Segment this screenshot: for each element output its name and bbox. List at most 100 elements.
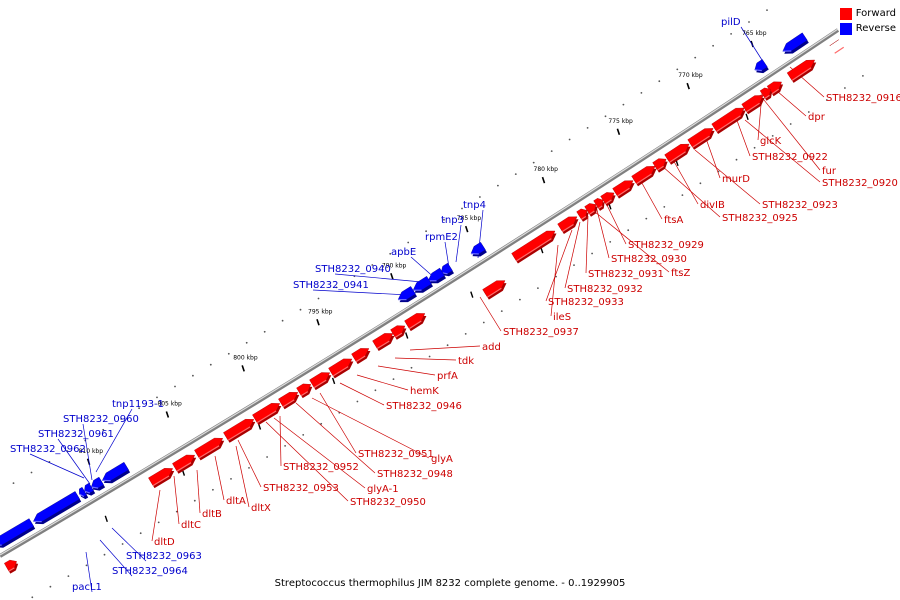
inner-tick <box>331 377 336 385</box>
scale-dot <box>175 510 178 513</box>
label-sth8232-0931: STH8232_0931 <box>588 269 664 280</box>
gene-sth8232-0952 <box>252 403 282 426</box>
scale-dot <box>497 184 499 187</box>
scale-dot <box>120 418 123 420</box>
label-sth8232-0923: STH8232_0923 <box>762 200 838 211</box>
leader-line <box>661 165 721 218</box>
leader-line <box>196 469 201 514</box>
gene-sth8232-0948 <box>278 392 300 410</box>
label-sth8232-0932: STH8232_0932 <box>567 284 643 295</box>
kbp-label: 775 kbp <box>608 118 633 125</box>
scale-dot <box>49 585 52 588</box>
label-sth8232-0916: STH8232_0916 <box>826 93 900 104</box>
label-ftsa: ftsA <box>664 215 683 226</box>
scale-dot <box>591 252 593 255</box>
label-sth8232-0948: STH8232_0948 <box>377 469 453 480</box>
kbp-label: 795 kbp <box>308 308 333 315</box>
gene-sth8232-0946 <box>328 358 354 379</box>
leader-line <box>334 273 423 283</box>
label-dpr: dpr <box>808 112 826 123</box>
gene-pild <box>754 59 769 74</box>
label-rpme2: rpmE2 <box>425 232 458 243</box>
gene-glya-1 <box>223 418 256 443</box>
scale-dot <box>302 434 305 436</box>
scale-dot <box>157 521 160 524</box>
gene-dpr <box>766 81 784 97</box>
scale-dot <box>389 252 392 255</box>
label-ftsz: ftsZ <box>671 268 690 279</box>
scale-dot <box>443 218 445 221</box>
kbp-label: 800 kbp <box>233 354 258 361</box>
kbp-tick <box>241 365 245 372</box>
scale-dot <box>519 298 521 301</box>
scale-dot <box>320 422 323 425</box>
scale-dot <box>428 355 431 358</box>
scale-dot <box>410 366 413 369</box>
leader-line <box>759 94 821 171</box>
label-tnp3: tnp3 <box>441 215 464 226</box>
scale-dot <box>245 341 248 344</box>
leader-line <box>82 423 93 481</box>
leader-line <box>479 296 502 332</box>
scale-dot <box>281 319 284 322</box>
leader-line <box>273 417 366 489</box>
label-sth8232-0953: STH8232_0953 <box>263 483 339 494</box>
leader-line <box>734 114 751 157</box>
gene-sth8232-0925 <box>631 166 657 187</box>
leader-line <box>339 382 385 406</box>
scale-dot <box>121 543 124 545</box>
gene-add <box>404 313 427 332</box>
scale-dot <box>374 389 377 392</box>
gene-sth8232-0950 <box>172 454 197 474</box>
label-add: add <box>482 342 501 353</box>
label-sth8232-0964: STH8232_0964 <box>112 566 188 577</box>
gene-tnp4 <box>470 241 487 257</box>
gene-sth8232-0937 <box>482 280 507 300</box>
label-sth8232-0963: STH8232_0963 <box>126 551 202 562</box>
gene-sth8232-0916 <box>786 59 817 83</box>
label-hemk: hemK <box>410 386 439 397</box>
gene-sth8232-0960 <box>91 476 106 491</box>
scale-dot <box>622 103 625 106</box>
inner-tick <box>405 332 409 339</box>
scale-dot <box>479 196 481 198</box>
label-sth8232-0951: STH8232_0951 <box>358 449 434 460</box>
leader-line <box>279 415 282 467</box>
label-sth8232-0940: STH8232_0940 <box>315 264 391 275</box>
leader-line <box>29 453 85 479</box>
gene-glck <box>759 87 773 101</box>
label-divib: divIB <box>700 200 725 211</box>
gene-divib <box>652 158 668 173</box>
scale-dot <box>825 99 828 101</box>
kbp-tick <box>464 225 469 233</box>
scale-dot <box>263 330 266 333</box>
scale-dot <box>85 564 88 567</box>
gene-sth8232-0932 <box>576 208 589 222</box>
gene-arrows <box>0 32 845 574</box>
scale-dot <box>392 378 395 380</box>
scale-dot <box>103 553 106 556</box>
gene-apbe <box>412 276 433 293</box>
inner-tick <box>104 515 108 523</box>
scale-dot <box>407 241 410 244</box>
label-sth8232-0946: STH8232_0946 <box>386 401 462 412</box>
leader-line <box>564 221 581 289</box>
caption: Streptococcus thermophilus JIM 8232 comp… <box>274 578 626 589</box>
scale-dot <box>573 264 575 266</box>
gene-sth8232-0915r <box>782 32 809 54</box>
leader-line <box>377 365 436 376</box>
label-sth8232-0929: STH8232_0929 <box>628 240 704 251</box>
scale-dot <box>227 352 230 355</box>
label-dltx: dltX <box>251 503 271 514</box>
label-murd: murD <box>722 174 750 185</box>
leader-line <box>85 551 93 593</box>
gene-tdk <box>390 325 407 340</box>
scale-dot <box>586 127 589 129</box>
genome-backbone-highlight <box>0 28 839 556</box>
leader-line <box>237 439 262 488</box>
kbp-label: 765 kbp <box>742 30 767 37</box>
gene-dltd <box>4 559 19 574</box>
kbp-tick <box>686 82 690 90</box>
leader-line <box>151 489 161 542</box>
legend-forward-label: Forward <box>855 8 896 19</box>
